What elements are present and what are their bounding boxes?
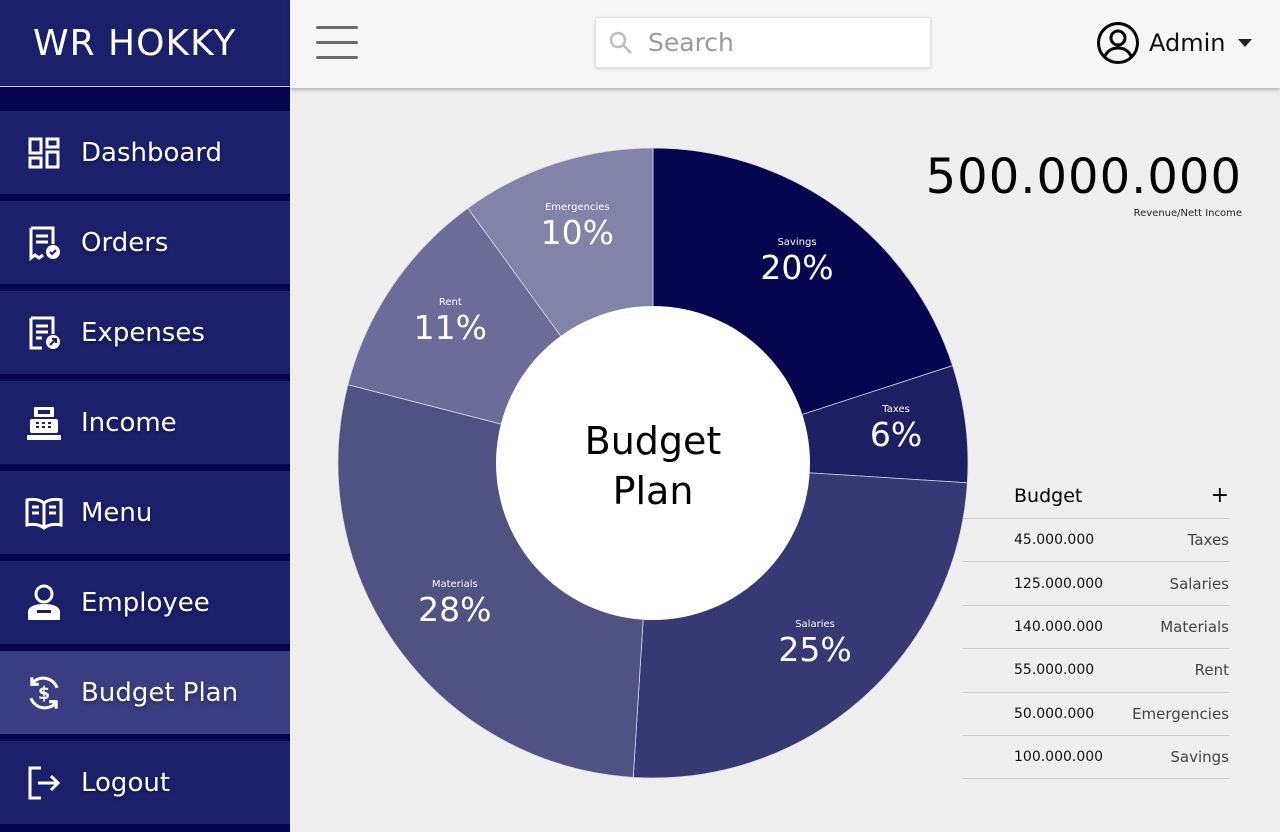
sidebar-item-label: Expenses xyxy=(81,317,205,348)
table-row[interactable]: 125.000.000 Salaries xyxy=(963,562,1229,606)
budget-amount: 55.000.000 xyxy=(1014,662,1095,679)
budget-amount: 50.000.000 xyxy=(1014,705,1095,722)
sidebar: WR HOKKY Dashboard Orders xyxy=(0,0,290,832)
sidebar-item-expenses[interactable]: Expenses xyxy=(0,291,290,374)
sidebar-item-label: Orders xyxy=(81,227,169,258)
slice-label-materials: Materials 28% xyxy=(418,579,491,629)
revenue-summary: 500.000.000 Revenue/Nett Income xyxy=(926,148,1242,219)
sidebar-item-orders[interactable]: Orders xyxy=(0,201,290,284)
table-row[interactable]: 50.000.000 Emergencies xyxy=(963,693,1229,736)
budget-amount: 125.000.000 xyxy=(1014,575,1104,592)
budget-plan-icon: $ xyxy=(24,673,64,713)
slice-percent-label: 10% xyxy=(540,212,614,252)
search-icon xyxy=(609,31,632,54)
slice-category-label: Emergencies xyxy=(544,201,610,213)
sidebar-item-label: Income xyxy=(81,407,177,438)
slice-label-savings: Savings 20% xyxy=(760,237,833,287)
table-row[interactable]: 100.000.000 Savings xyxy=(963,736,1229,780)
chevron-down-icon xyxy=(1237,39,1252,47)
sidebar-item-logout[interactable]: Logout xyxy=(0,741,290,824)
slice-percent-label: 11% xyxy=(413,308,488,348)
sidebar-item-label: Menu xyxy=(81,497,153,528)
revenue-label: Revenue/Nett Income xyxy=(1133,208,1242,219)
table-row[interactable]: 140.000.000 Materials xyxy=(963,606,1229,650)
table-row[interactable]: 55.000.000 Rent xyxy=(963,649,1229,693)
sidebar-item-label: Employee xyxy=(81,587,210,618)
sidebar-item-label: Budget Plan xyxy=(81,677,239,708)
dashboard-icon xyxy=(24,133,64,173)
top-header: Admin xyxy=(290,0,1280,88)
slice-label-emergencies: Emergencies 10% xyxy=(541,202,614,252)
sidebar-item-employee[interactable]: Employee xyxy=(0,561,290,644)
slice-percent-label: 28% xyxy=(418,590,492,629)
search-input[interactable] xyxy=(648,28,908,57)
employee-icon xyxy=(24,583,64,623)
slice-percent-label: 25% xyxy=(778,629,852,669)
budget-category: Taxes xyxy=(1187,531,1229,550)
budget-category: Emergencies xyxy=(1132,704,1229,723)
budget-category: Materials xyxy=(1160,617,1229,636)
budget-category: Salaries xyxy=(1169,574,1229,593)
expenses-icon xyxy=(24,313,64,353)
user-name: Admin xyxy=(1149,29,1226,57)
sidebar-item-income[interactable]: Income xyxy=(0,381,290,464)
slice-category-label: Materials xyxy=(431,579,478,590)
budget-table-title: Budget xyxy=(1014,484,1083,507)
logout-icon xyxy=(24,763,64,803)
slice-percent-label: 6% xyxy=(869,415,923,455)
slice-category-label: Taxes xyxy=(882,404,910,416)
sidebar-item-label: Dashboard xyxy=(81,137,223,168)
budget-table-header: Budget + xyxy=(963,473,1229,519)
budget-category: Savings xyxy=(1170,748,1229,767)
chart-center-label: Budget Plan xyxy=(497,310,809,622)
sidebar-item-menu[interactable]: Menu xyxy=(0,471,290,554)
search-box[interactable] xyxy=(595,17,931,68)
sidebar-item-budget-plan[interactable]: $ Budget Plan xyxy=(0,651,290,734)
slice-label-salaries: Salaries 25% xyxy=(778,619,851,669)
budget-category: Rent xyxy=(1194,661,1229,680)
income-icon xyxy=(24,403,64,443)
slice-percent-label: 20% xyxy=(760,247,834,287)
budget-amount: 45.000.000 xyxy=(1014,532,1095,549)
budget-amount: 100.000.000 xyxy=(1014,749,1104,766)
slice-label-taxes: Taxes 6% xyxy=(870,404,922,454)
budget-amount: 140.000.000 xyxy=(1014,618,1104,635)
table-row[interactable]: 45.000.000 Taxes xyxy=(963,519,1229,563)
svg-text:$: $ xyxy=(38,684,50,704)
slice-category-label: Savings xyxy=(777,236,817,248)
slice-category-label: Rent xyxy=(438,297,462,309)
sidebar-item-dashboard[interactable]: Dashboard xyxy=(0,111,290,194)
center-title-line1: Budget xyxy=(584,419,722,463)
brand-logo[interactable]: WR HOKKY xyxy=(0,0,290,87)
add-budget-button[interactable]: + xyxy=(1210,483,1229,508)
user-menu[interactable]: Admin xyxy=(1096,20,1252,66)
slice-label-rent: Rent 11% xyxy=(414,297,487,347)
menu-book-icon xyxy=(24,493,64,533)
user-avatar-icon xyxy=(1097,22,1139,64)
revenue-amount: 500.000.000 xyxy=(925,149,1242,205)
center-title-line2: Plan xyxy=(612,469,694,513)
slice-category-label: Salaries xyxy=(795,618,835,630)
sidebar-item-label: Logout xyxy=(81,767,171,798)
hamburger-menu-icon[interactable] xyxy=(316,24,358,60)
budget-table: Budget + 45.000.000 Taxes 125.000.000 Salar… xyxy=(963,473,1229,780)
brand-name: WR HOKKY xyxy=(33,22,237,64)
orders-icon xyxy=(24,223,64,263)
